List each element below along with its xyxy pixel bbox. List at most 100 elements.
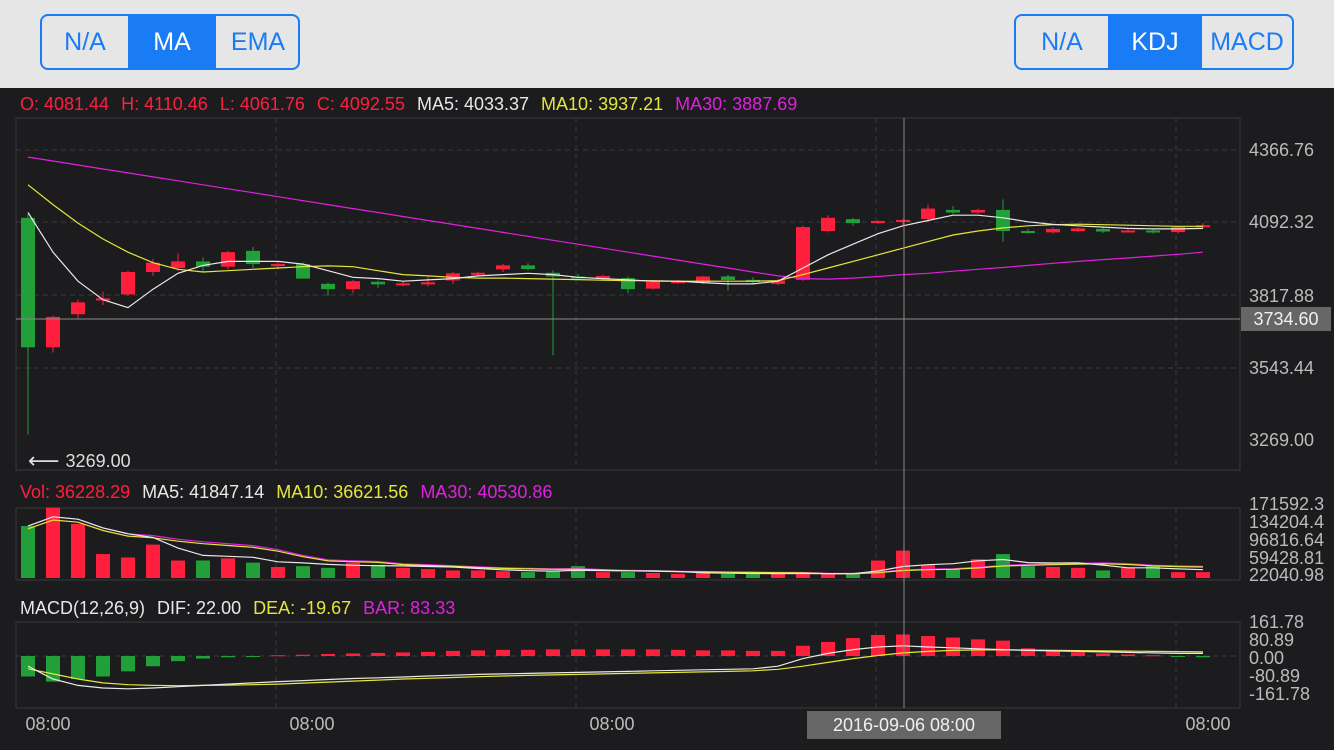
macd-bar	[696, 650, 710, 656]
main-indicator-segmented-control: N/A MA EMA	[40, 14, 300, 70]
volume-bar	[1171, 572, 1185, 578]
price-ma5-value: MA5: 4033.37	[416, 94, 530, 114]
sub-indicator-macd-button[interactable]: MACD	[1200, 16, 1292, 68]
volume-bar	[971, 559, 985, 578]
volume-bar	[346, 562, 360, 578]
price-axis-label: 4092.32	[1249, 212, 1315, 232]
candle-body	[121, 271, 135, 295]
candle-body	[521, 265, 535, 270]
candle-body	[996, 209, 1010, 232]
macd-bar	[596, 649, 610, 656]
candle-body	[671, 281, 685, 284]
macd-bar	[371, 652, 385, 656]
macd-bar	[221, 656, 235, 658]
candle-body	[771, 280, 785, 284]
candle-body	[71, 302, 85, 315]
kline-chart[interactable]: O: 4081.44 H: 4110.46 L: 4061.76 C: 4092…	[0, 88, 1334, 750]
volume-bar	[296, 566, 310, 578]
volume-legend: Vol: 36228.29 MA5: 41847.14 MA10: 36621.…	[20, 482, 552, 503]
volume-bar	[696, 573, 710, 578]
volume-bar	[271, 566, 285, 578]
kline-chart-canvas[interactable]	[0, 88, 1334, 750]
low-value: L: 4061.76	[219, 94, 305, 114]
candle-body	[396, 283, 410, 286]
candle-body	[1171, 227, 1185, 233]
macd-bar	[1171, 656, 1185, 657]
sub-indicator-segmented-control: N/A KDJ MACD	[1014, 14, 1294, 70]
volume-axis-label: 134204.4	[1249, 512, 1325, 532]
macd-dea-value: DEA: -19.67	[253, 598, 352, 618]
sub-indicator-kdj-button[interactable]: KDJ	[1108, 16, 1200, 68]
price-axis-label: 3817.88	[1249, 286, 1315, 306]
macd-axis-label: 0.00	[1249, 648, 1285, 668]
candle-body	[646, 281, 660, 289]
price-axis-label: 3269.00	[1249, 430, 1315, 450]
price-legend: O: 4081.44 H: 4110.46 L: 4061.76 C: 4092…	[20, 94, 797, 115]
volume-bar	[746, 573, 760, 578]
candle-body	[246, 250, 260, 265]
volume-axis-label: 59428.81	[1249, 548, 1325, 568]
volume-bar	[1046, 566, 1060, 578]
volume-bar	[1021, 566, 1035, 578]
macd-axis-label: -80.89	[1249, 666, 1301, 686]
volume-panel-frame	[15, 507, 1241, 581]
volume-bar	[621, 572, 635, 578]
time-axis-label: 08:00	[589, 714, 635, 734]
macd-bar	[146, 656, 160, 667]
price-axis-label: 3543.44	[1249, 358, 1315, 378]
price-axis-label: 4366.76	[1249, 140, 1315, 160]
volume-ma10-value: MA10: 36621.56	[276, 482, 409, 502]
macd-panel-frame	[15, 621, 1241, 709]
macd-bar	[621, 649, 635, 656]
candle-body	[271, 264, 285, 267]
candle-body	[846, 219, 860, 224]
macd-axis-label: 161.78	[1249, 612, 1305, 632]
macd-bar	[196, 656, 210, 659]
candle-body	[1046, 228, 1060, 233]
candle-body	[421, 282, 435, 285]
macd-bar	[346, 653, 360, 656]
volume-bar	[246, 562, 260, 578]
volume-bar	[446, 570, 460, 578]
crosshair-price-label: 3734.60	[1241, 307, 1331, 331]
volume-ma5-value: MA5: 41847.14	[142, 482, 265, 502]
macd-bar	[1071, 652, 1085, 656]
open-value: O: 4081.44	[20, 94, 110, 114]
candle-body	[921, 208, 935, 220]
macd-bar	[1196, 656, 1210, 658]
candle-body	[471, 272, 485, 275]
ma5-line	[27, 212, 1204, 309]
main-indicator-na-button[interactable]: N/A	[64, 27, 106, 56]
candle-body	[371, 281, 385, 285]
macd-bar	[721, 650, 735, 656]
volume-bar	[121, 557, 135, 578]
volume-bar	[21, 526, 35, 578]
toolbar: N/A MA EMA N/A KDJ MACD	[0, 0, 1334, 88]
arrow-left-icon: ⟵	[28, 448, 60, 473]
volume-bar	[571, 566, 585, 578]
macd-bar	[1146, 655, 1160, 657]
candle-body	[821, 217, 835, 232]
time-axis-label: 08:00	[25, 714, 71, 734]
volume-bar	[771, 573, 785, 578]
candle-body	[796, 227, 810, 280]
sub-indicator-na-button[interactable]: N/A	[1041, 27, 1083, 56]
price-panel-frame	[15, 117, 1241, 471]
macd-bar	[1046, 650, 1060, 656]
candle-body	[896, 219, 910, 222]
volume-bar	[671, 573, 685, 578]
candle-body	[171, 261, 185, 269]
volume-bar	[321, 567, 335, 578]
volume-bar	[1196, 572, 1210, 578]
macd-legend: MACD(12,26,9) DIF: 22.00 DEA: -19.67 BAR…	[20, 598, 455, 619]
crosshair-time-label: 2016-09-06 08:00	[807, 711, 1001, 739]
candle-body	[346, 281, 360, 290]
macd-bar	[921, 636, 935, 656]
macd-bar	[1021, 648, 1035, 656]
volume-bar	[846, 573, 860, 578]
main-indicator-ma-button[interactable]: MA	[128, 16, 214, 68]
macd-bar	[746, 650, 760, 656]
volume-bar	[1121, 567, 1135, 578]
main-indicator-ema-button[interactable]: EMA	[214, 16, 298, 68]
macd-bar	[496, 649, 510, 656]
